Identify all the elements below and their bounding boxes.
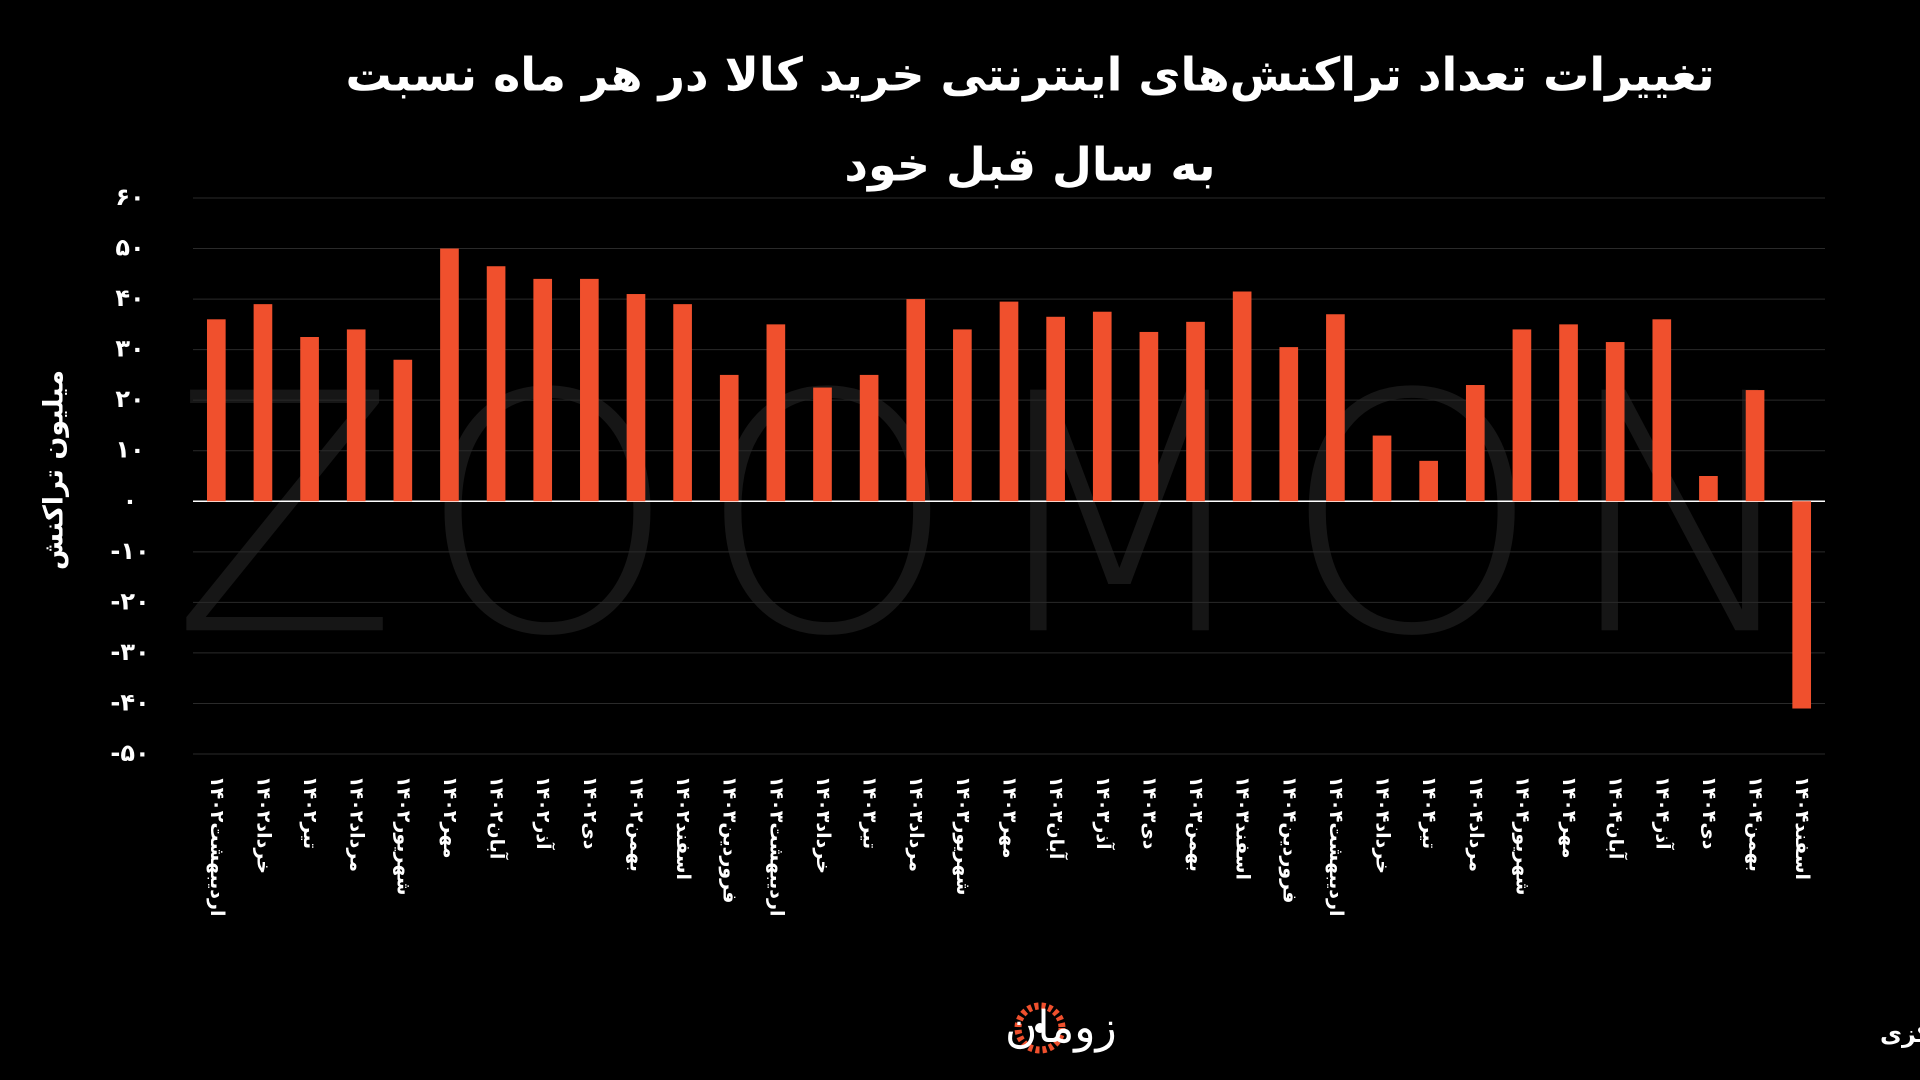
x-tick-label: شهریور۱۴۰۲ <box>392 776 414 895</box>
chart-title: تغییرات تعداد تراکنش‌های اینترنتی خرید ک… <box>346 48 1715 102</box>
bar <box>1512 329 1532 502</box>
x-tick-label: دی۱۴۰۳ <box>1138 776 1160 850</box>
x-tick-label: مرداد۱۴۰۳ <box>905 776 927 872</box>
x-tick-label: مهر۱۴۰۲ <box>439 776 461 859</box>
bar <box>1792 501 1812 709</box>
x-tick-label: اردیبهشت۱۴۰۴ <box>1325 776 1347 916</box>
y-tick-label: -۳۰ <box>110 638 149 666</box>
bar <box>813 387 832 502</box>
x-tick-label: آبان۱۴۰۳ <box>1045 776 1069 860</box>
x-tick-label: خرداد۱۴۰۴ <box>1372 776 1394 874</box>
source: منبع: آمارهای شاپرک بانک مرکزی <box>1880 1019 1920 1048</box>
bar <box>1232 291 1252 502</box>
bar <box>1186 321 1205 502</box>
x-tick-label: تیر۱۴۰۴ <box>1418 776 1440 849</box>
x-tick-label: اسفند۱۴۰۴ <box>1791 776 1813 880</box>
x-tick-label: اسفند۱۴۰۳ <box>1232 776 1254 880</box>
bar <box>719 374 739 502</box>
y-tick-label: -۱۰ <box>110 537 149 565</box>
bar <box>673 304 692 502</box>
bar <box>626 294 646 502</box>
bar <box>1046 316 1065 502</box>
bar <box>486 266 506 502</box>
y-tick-label: -۲۰ <box>110 587 149 615</box>
x-tick-label: بهمن۱۴۰۲ <box>625 776 647 872</box>
x-tick-label: آبان۱۴۰۲ <box>486 776 510 860</box>
x-tick-label: تیر۱۴۰۲ <box>299 776 321 849</box>
bar <box>1139 331 1159 502</box>
logo-icon <box>1014 1002 1066 1054</box>
y-tick-label: ۵۰ <box>115 234 144 262</box>
bar <box>1419 460 1438 502</box>
x-tick-label: اسفند۱۴۰۲ <box>672 776 694 880</box>
bar <box>580 278 599 502</box>
bar <box>953 329 972 502</box>
bar <box>1699 476 1718 502</box>
x-tick-label: اردیبهشت۱۴۰۲ <box>206 776 228 916</box>
x-tick-label: دی۱۴۰۲ <box>579 776 601 850</box>
y-tick-label: ۲۰ <box>115 385 144 413</box>
bar <box>859 374 879 502</box>
bar <box>1559 324 1578 502</box>
bar <box>533 278 553 502</box>
bar <box>766 324 786 502</box>
x-tick-label: دی۱۴۰۴ <box>1698 776 1720 850</box>
x-tick-label: مهر۱۴۰۳ <box>999 776 1021 859</box>
x-tick-label: اردیبهشت۱۴۰۳ <box>765 776 787 916</box>
bar <box>906 299 926 502</box>
x-tick-label: فروردین۱۴۰۳ <box>719 776 741 903</box>
x-tick-label: مرداد۱۴۰۲ <box>346 776 368 872</box>
x-tick-label: آذر۱۴۰۲ <box>532 776 556 850</box>
x-tick-label: فروردین۱۴۰۴ <box>1278 776 1300 903</box>
x-tick-label: مهر۱۴۰۴ <box>1558 776 1580 859</box>
bar <box>1465 385 1485 502</box>
y-tick-label: ۶۰ <box>115 183 144 211</box>
y-tick-label: -۴۰ <box>110 688 149 716</box>
bar <box>393 359 413 502</box>
bar <box>440 248 459 502</box>
bar <box>1326 314 1345 502</box>
bar <box>300 337 319 502</box>
y-tick-label: ۱۰ <box>115 436 144 464</box>
bar <box>346 329 366 502</box>
y-tick-label: ۴۰ <box>115 284 144 312</box>
x-tick-label: تیر۱۴۰۳ <box>859 776 881 849</box>
x-tick-label: خرداد۱۴۰۳ <box>812 776 834 874</box>
x-tick-label: آذر۱۴۰۳ <box>1092 776 1116 850</box>
bar <box>999 301 1019 502</box>
bar <box>1372 435 1392 502</box>
x-tick-label: شهریور۱۴۰۳ <box>952 776 974 895</box>
bar <box>1745 390 1765 502</box>
x-tick-label: مرداد۱۴۰۴ <box>1465 776 1487 872</box>
logo-text: زومان <box>1005 1002 1117 1053</box>
x-tick-label: بهمن۱۴۰۴ <box>1745 776 1767 872</box>
bar <box>1279 347 1299 502</box>
x-tick-label: بهمن۱۴۰۳ <box>1185 776 1207 872</box>
bar <box>206 319 226 502</box>
x-tick-label: شهریور۱۴۰۴ <box>1511 776 1533 895</box>
bar <box>253 304 273 502</box>
bar <box>1652 319 1672 502</box>
bar <box>1092 311 1112 502</box>
y-tick-label: -۵۰ <box>110 739 149 767</box>
y-tick-label: ۰ <box>123 486 138 514</box>
chart-title: به سال قبل خود <box>844 138 1215 192</box>
x-tick-label: آبان۱۴۰۴ <box>1605 776 1629 860</box>
y-tick-label: ۳۰ <box>115 335 144 363</box>
x-tick-label: خرداد۱۴۰۲ <box>252 776 274 874</box>
x-tick-label: آذر۱۴۰۴ <box>1651 776 1675 850</box>
y-axis-label: میلیون تراکنش <box>39 370 70 570</box>
bar <box>1605 342 1625 502</box>
